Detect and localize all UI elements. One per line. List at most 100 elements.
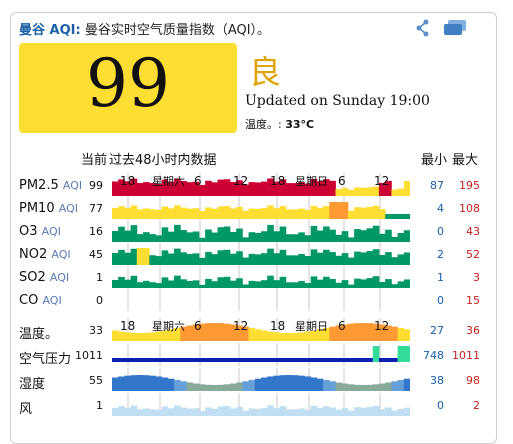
current-value: 33 xyxy=(89,324,103,337)
max-value: 1011 xyxy=(452,349,480,362)
history-bar xyxy=(267,405,274,416)
history-bar xyxy=(242,326,249,341)
history-bar xyxy=(316,279,324,288)
history-bar xyxy=(347,358,355,362)
history-bar xyxy=(316,358,324,362)
history-bar xyxy=(335,282,343,288)
max-header: 最大 xyxy=(452,153,479,168)
history-bar xyxy=(378,358,386,362)
history-bar xyxy=(205,229,212,242)
history-bar xyxy=(335,234,343,242)
history-bar xyxy=(378,209,386,219)
history-bar xyxy=(112,358,119,362)
history-bar xyxy=(174,178,181,196)
history-bar xyxy=(298,253,305,265)
history-bar xyxy=(341,253,349,265)
history-bar xyxy=(180,326,187,341)
share-icon[interactable] xyxy=(415,19,431,37)
history-bar xyxy=(254,232,262,242)
pollutant-name: 湿度 xyxy=(19,377,46,392)
history-bar xyxy=(217,277,225,288)
table-row[interactable]: 风 1 0 2 xyxy=(11,393,496,417)
history-bar xyxy=(180,381,187,391)
table-row[interactable]: PM2.5 AQI998719518星期六61218星期日61218 xyxy=(11,173,496,196)
header-description: 曼谷实时空气质量指数（AQI）。 xyxy=(84,23,271,38)
pollutant-label: PM2.5 AQI xyxy=(19,178,82,193)
history-bar xyxy=(323,179,330,196)
history-bar xyxy=(192,280,200,288)
grid-icon[interactable] xyxy=(443,19,467,37)
city-aqi-title[interactable]: 曼谷 AQI: xyxy=(19,23,81,38)
history-bar xyxy=(223,358,231,362)
table-row[interactable]: CO AQI 0 0 15 xyxy=(11,288,496,311)
history-bar xyxy=(118,406,125,416)
history-bar xyxy=(124,207,132,219)
history-bar xyxy=(149,375,156,391)
history-bar xyxy=(304,209,312,219)
history-bar xyxy=(254,182,262,196)
aqi-widget: 曼谷 AQI: 曼谷实时空气质量指数（AQI）。 99 良 Updated on… xyxy=(10,12,497,444)
history-bar xyxy=(223,406,231,416)
min-value: 87 xyxy=(430,179,444,192)
history-bar xyxy=(248,232,256,242)
time-axis: 18星期六61218星期日61218 xyxy=(120,174,389,188)
history-bar xyxy=(242,184,249,196)
history-bar xyxy=(378,233,386,242)
table-row[interactable]: 温度。 33273618星期六61218星期日61218 xyxy=(11,318,496,342)
table-row[interactable]: 空气压力 1011 748 1011 xyxy=(11,343,496,367)
max-value: 98 xyxy=(466,374,480,387)
history-bar xyxy=(180,230,187,242)
table-row[interactable]: O3 AQI 16 0 43 xyxy=(11,219,496,242)
history-bar xyxy=(403,346,410,362)
history-bar xyxy=(229,208,237,219)
history-bar xyxy=(155,183,163,196)
history-bar xyxy=(347,323,355,341)
table-row[interactable]: NO2 AQI 45 2 52 xyxy=(11,242,496,265)
history-sparkline xyxy=(112,343,410,366)
history-bar xyxy=(316,230,324,242)
history-bar xyxy=(242,410,249,416)
history-bar xyxy=(304,358,312,362)
table-row[interactable]: PM10 AQI 77 4 108 xyxy=(11,196,496,219)
history-bar xyxy=(112,330,119,341)
history-bar xyxy=(372,323,380,341)
history-bar xyxy=(192,231,200,242)
history-bar xyxy=(285,282,293,288)
history-bar xyxy=(298,232,305,242)
history-bar xyxy=(192,358,200,362)
history-bar xyxy=(360,323,367,341)
history-bar xyxy=(273,408,281,416)
history-bar xyxy=(267,248,274,265)
history-bar xyxy=(316,407,324,416)
history-bar xyxy=(130,358,138,362)
table-row[interactable]: SO2 AQI 1 1 3 xyxy=(11,265,496,288)
pollutant-label: 空气压力 xyxy=(19,348,71,367)
pollutant-name: 风 xyxy=(19,402,33,417)
history-bar xyxy=(149,255,156,265)
time-axis-label: 18 xyxy=(270,174,285,188)
table-row[interactable]: 湿度 55 38 98 xyxy=(11,368,496,392)
history-bar xyxy=(143,232,150,242)
time-axis-label: 12 xyxy=(374,319,389,333)
history-bar xyxy=(310,276,318,288)
history-bar xyxy=(354,323,361,341)
history-bar xyxy=(347,237,355,242)
history-bar xyxy=(186,208,194,219)
min-value: 1 xyxy=(437,271,444,284)
history-bar xyxy=(354,251,361,265)
history-bar xyxy=(167,253,175,265)
history-bar xyxy=(118,376,125,391)
history-bar xyxy=(316,207,324,219)
history-bar xyxy=(285,333,293,341)
pollutant-label: CO AQI xyxy=(19,293,62,308)
history-bar xyxy=(347,384,355,391)
history-bar xyxy=(136,333,144,341)
history-bar xyxy=(254,254,262,265)
history-bar xyxy=(285,375,293,391)
history-bar xyxy=(329,381,336,391)
history-bar xyxy=(254,281,262,288)
history-bar xyxy=(360,358,367,362)
history-bar xyxy=(285,183,293,196)
history-bar xyxy=(217,250,225,265)
history-bar xyxy=(198,257,206,265)
